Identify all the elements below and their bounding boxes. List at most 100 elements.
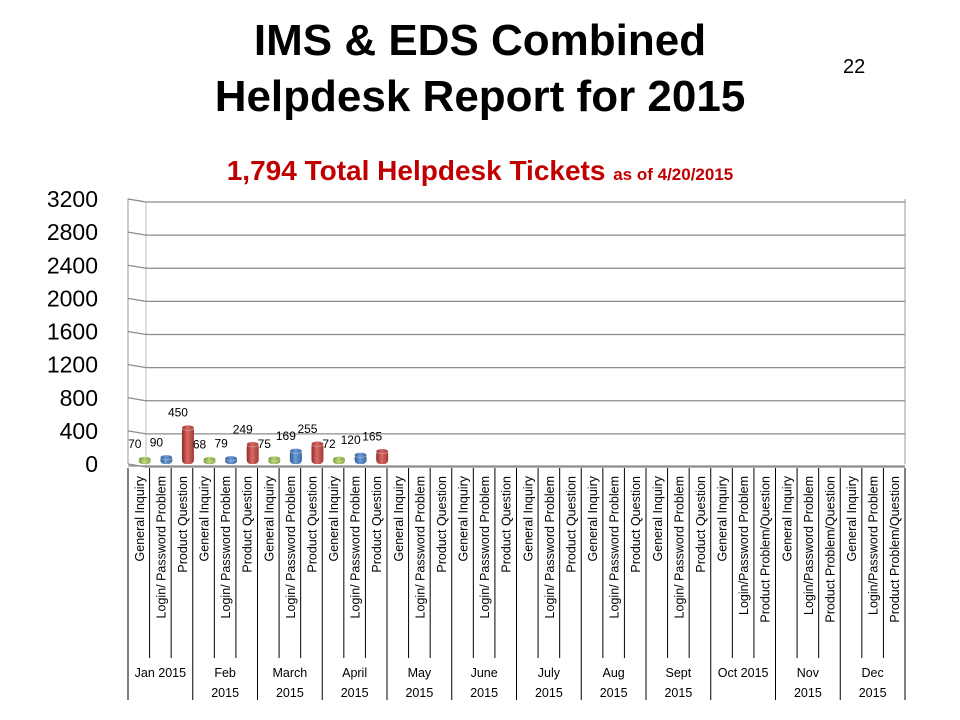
x-category-label: Login/ Password Problem — [349, 476, 363, 618]
bar-cap — [181, 424, 195, 431]
month-label: 2015 — [405, 686, 433, 700]
x-category-label: Product Question — [564, 476, 578, 573]
y-tick-label: 0 — [85, 451, 98, 477]
gridline — [127, 397, 905, 402]
x-category-label: General Inquiry — [392, 475, 406, 561]
gridline — [127, 198, 905, 203]
month-label: Feb — [214, 666, 236, 680]
x-category-label: Login/Password Problem — [737, 476, 751, 615]
y-tick-label: 2400 — [47, 252, 98, 278]
data-label: 90 — [150, 436, 164, 450]
bar — [376, 450, 389, 464]
bar-cap — [311, 440, 324, 447]
y-tick-label: 1600 — [47, 319, 98, 345]
subtitle-date: as of 4/20/2015 — [613, 165, 734, 184]
month-label: 2015 — [794, 686, 822, 700]
month-label: May — [408, 666, 432, 680]
month-label: 2015 — [664, 686, 692, 700]
x-category-label: Product Question — [435, 476, 449, 573]
x-category-label: General Inquiry — [845, 475, 859, 561]
data-label: 68 — [193, 437, 207, 451]
bar — [311, 442, 324, 464]
month-label: 2015 — [211, 686, 239, 700]
gridline — [127, 430, 905, 435]
grid-layer — [127, 198, 906, 468]
x-category-label: Login/ Password Problem — [478, 476, 492, 618]
data-label: 165 — [362, 429, 382, 443]
month-label: Oct 2015 — [718, 666, 769, 680]
month-label: July — [538, 666, 561, 680]
page-number: 22 — [843, 56, 866, 78]
bar-cap — [289, 448, 303, 454]
gridline — [127, 231, 905, 236]
bar-cap — [159, 454, 173, 461]
data-label: 450 — [168, 406, 188, 420]
x-category-label: General Inquiry — [198, 475, 212, 561]
y-tick-label: 3200 — [47, 186, 98, 212]
x-category-label: Login/ Password Problem — [284, 476, 298, 618]
x-category-label: Product Problem/Question — [823, 476, 837, 623]
data-label: 120 — [341, 433, 361, 447]
page-title-line2: Helpdesk Report for 2015 — [214, 72, 746, 121]
bar — [181, 426, 194, 464]
gridline — [127, 297, 905, 302]
chart-subtitle: 1,794 Total Helpdesk Tickets as of 4/20/… — [0, 155, 960, 187]
x-category-label: Product Question — [500, 476, 514, 573]
x-category-label: Login/ Password Problem — [608, 476, 622, 618]
month-label: June — [471, 666, 498, 680]
gridline — [127, 364, 905, 369]
axis-layer — [127, 468, 906, 700]
x-category-label: Login/Password Problem — [802, 476, 816, 615]
bar-cap — [267, 455, 281, 462]
bar — [246, 443, 259, 464]
x-category-label: General Inquiry — [521, 475, 535, 561]
data-label: 169 — [276, 429, 296, 443]
x-category-label: General Inquiry — [716, 475, 730, 561]
x-category-label: General Inquiry — [651, 475, 665, 561]
x-category-label: General Inquiry — [780, 475, 794, 561]
gridline — [127, 463, 905, 468]
gridline — [127, 264, 905, 269]
data-label: 72 — [322, 437, 336, 451]
month-label: Dec — [862, 666, 884, 680]
x-category-label: General Inquiry — [586, 475, 600, 561]
x-category-label: Login/ Password Problem — [219, 476, 233, 618]
label-layer: 0 400 800 1200 1600 2000 2400 2800 3200 General I… — [47, 186, 902, 700]
y-tick-label: 2000 — [47, 285, 98, 311]
data-label: 70 — [128, 437, 142, 451]
bar-cap — [138, 456, 152, 463]
x-category-label: General Inquiry — [262, 475, 276, 561]
page-title-line1: IMS & EDS Combined — [253, 16, 707, 65]
data-label: 75 — [258, 437, 272, 451]
y-tick-label: 2800 — [47, 219, 98, 245]
bar — [289, 450, 302, 464]
bar-cap — [203, 456, 216, 463]
x-category-label: Login/ Password Problem — [543, 476, 557, 618]
x-category-label: General Inquiry — [457, 475, 471, 561]
month-label: Sept — [666, 666, 692, 680]
bar-cap — [246, 441, 260, 448]
x-category-label: Product Question — [241, 476, 255, 573]
x-category-label: Product Question — [694, 476, 708, 573]
x-category-label: Product Question — [370, 476, 384, 573]
x-category-label: General Inquiry — [133, 475, 147, 561]
month-label: 2015 — [470, 686, 498, 700]
bar-cap — [224, 455, 238, 462]
month-label: Nov — [797, 666, 820, 680]
y-tick-label: 800 — [60, 385, 98, 411]
bar-layer — [138, 424, 389, 464]
data-label: 79 — [214, 436, 228, 450]
bar-cap — [332, 456, 346, 462]
month-label: 2015 — [276, 686, 304, 700]
gridline — [127, 330, 905, 336]
x-category-label: Product Question — [629, 476, 643, 573]
month-label: Jan 2015 — [135, 666, 186, 680]
data-label: 249 — [233, 422, 253, 436]
data-label: 255 — [297, 422, 317, 436]
x-category-label: Product Question — [176, 476, 190, 573]
x-category-label: Product Question — [305, 476, 319, 573]
x-category-label: Login/ Password Problem — [672, 476, 686, 618]
y-tick-label: 400 — [60, 418, 98, 444]
bar-cap — [354, 452, 368, 458]
